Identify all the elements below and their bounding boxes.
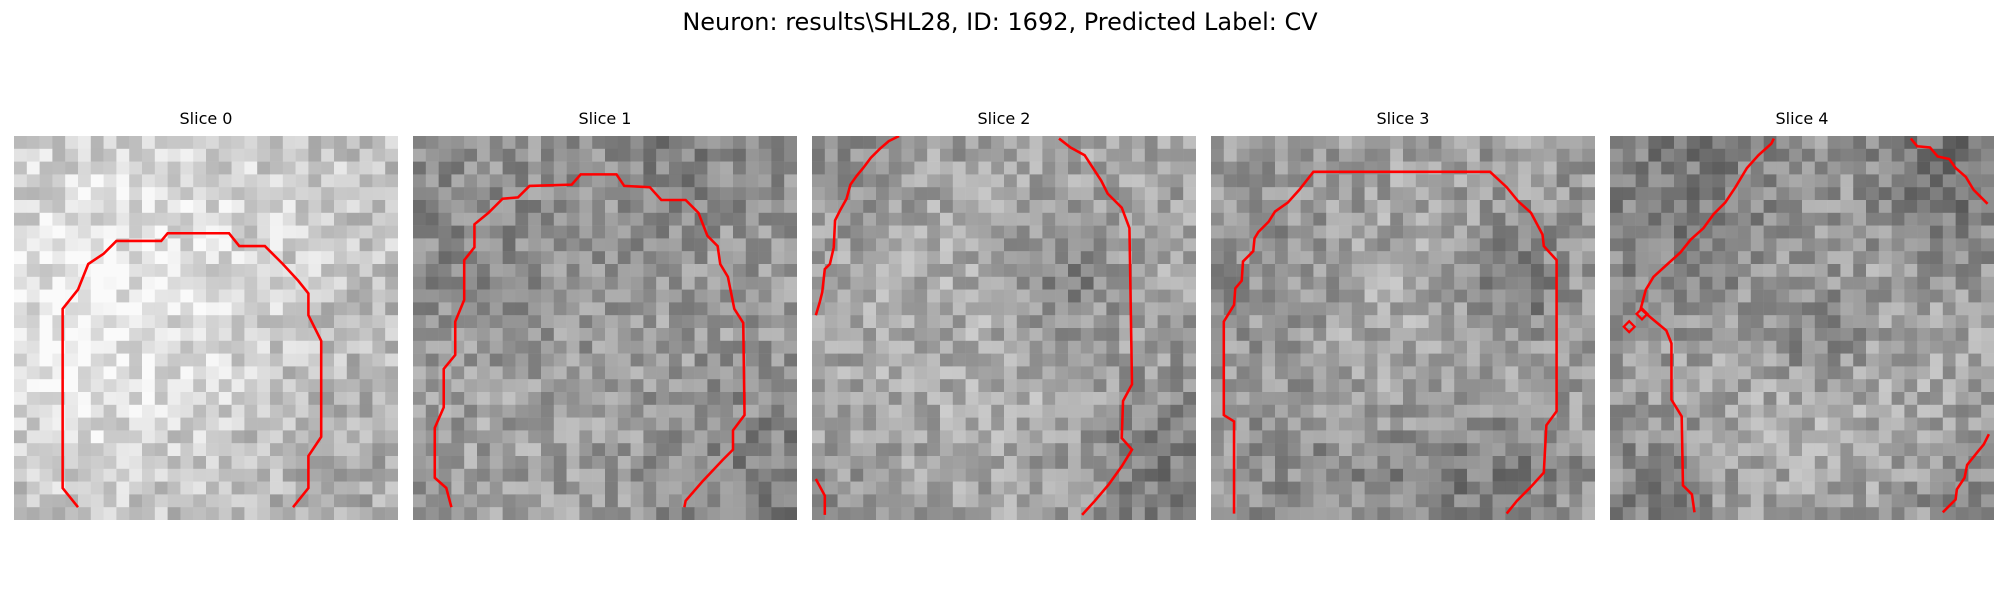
contour-dot — [1634, 306, 1650, 321]
contour-line — [814, 478, 827, 515]
slice-title: Slice 3 — [1376, 109, 1430, 128]
slice-panel-0: Slice 0 — [14, 108, 398, 520]
slice-panel-2: Slice 2 — [812, 108, 1196, 520]
pixel-grid — [413, 136, 797, 520]
slice-title: Slice 4 — [1775, 109, 1829, 128]
slice-panel-1: Slice 1 — [413, 108, 797, 520]
slice-image — [1610, 136, 1994, 520]
slice-title: Slice 1 — [578, 109, 632, 128]
pixel-grid — [812, 136, 1196, 520]
slice-image — [413, 136, 797, 520]
contour-line — [433, 173, 746, 508]
figure-title: Neuron: results\SHL28, ID: 1692, Predict… — [682, 8, 1318, 36]
contour-line — [1639, 137, 1775, 513]
slice-image — [812, 136, 1196, 520]
slice-title: Slice 0 — [179, 109, 233, 128]
slice-panel-4: Slice 4 — [1610, 108, 1994, 520]
contour-dot — [1622, 319, 1637, 334]
slice-image — [1211, 136, 1595, 520]
contour-line — [1909, 137, 1989, 205]
contour-line — [814, 136, 900, 316]
contour-line — [1222, 170, 1558, 515]
contour-line — [1058, 137, 1134, 516]
pixel-grid — [14, 136, 398, 520]
pixel-grid — [1211, 136, 1595, 520]
contour-line — [61, 232, 323, 508]
contour-line — [1941, 433, 1991, 514]
slice-panel-3: Slice 3 — [1211, 108, 1595, 520]
slice-title: Slice 2 — [977, 109, 1031, 128]
slice-image — [14, 136, 398, 520]
pixel-grid — [1610, 136, 1994, 520]
